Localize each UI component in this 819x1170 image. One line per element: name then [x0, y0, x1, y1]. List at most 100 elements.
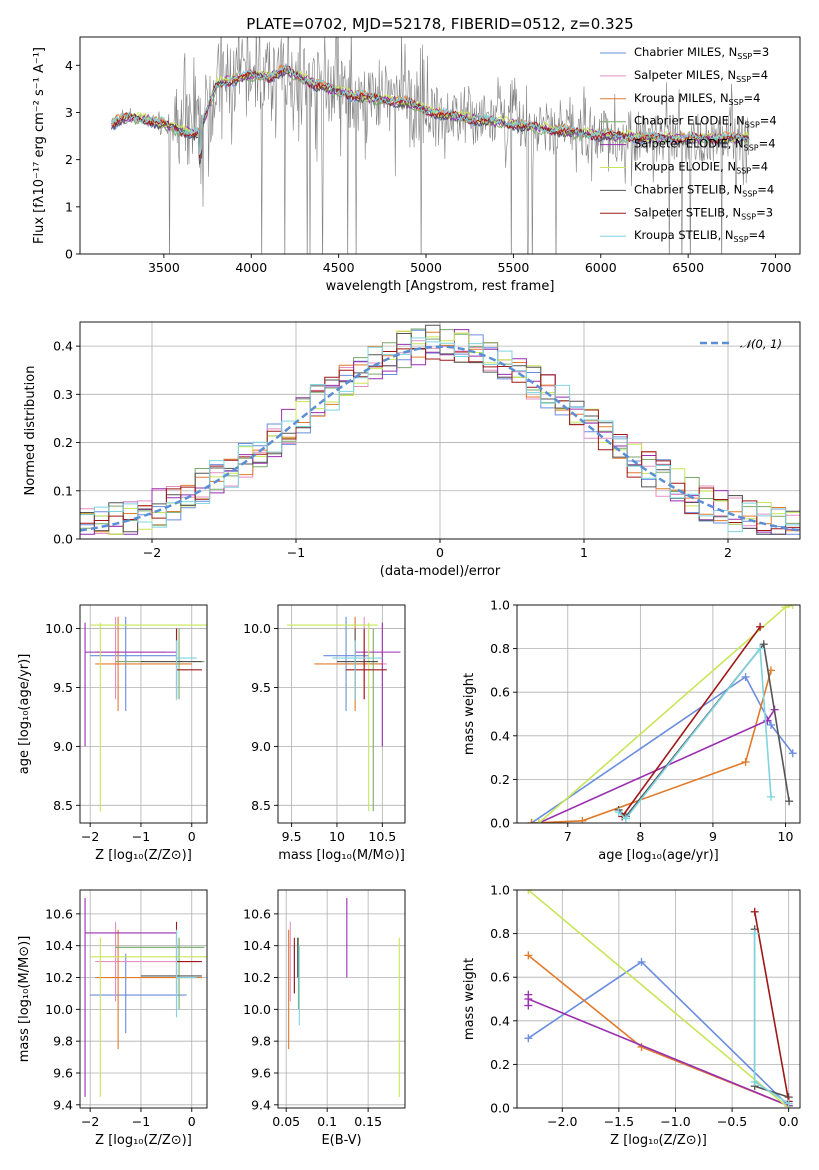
x-tick-label: 9	[709, 829, 717, 844]
legend-entry: Kroupa ELODIE, NSSP=4	[634, 160, 768, 176]
legend-value: =4	[751, 68, 768, 82]
weight-line	[531, 675, 794, 823]
weight-line	[538, 709, 776, 823]
mass-vs-metallicity-panel: −2 −1 0 9.4 9.6 9.8 10.0 10.2 10.4 10.6 Z [log₁₀(Z…	[17, 889, 208, 1148]
plot-area	[84, 897, 207, 1097]
y-tick-label: 9.6	[251, 1065, 271, 1080]
y-tick-label: 9.0	[251, 739, 271, 754]
x-tick-label: 0.0	[779, 1114, 799, 1129]
x-axis-label: Z [log₁₀(Z/Z⊙)]	[95, 1133, 192, 1148]
weight-line	[621, 626, 761, 817]
y-tick-label: 0.0	[490, 816, 510, 831]
plot-area	[111, 37, 750, 254]
residual-histogram-panel: −2 −1 0 1 2 0.0 0.1 0.2 0.3 0.4 (data-model)/error…	[23, 321, 801, 579]
legend-value: =4	[751, 160, 768, 174]
x-tick-label: 10	[329, 829, 345, 844]
y-tick-label: 0.2	[490, 772, 510, 787]
x-tick-label: 7000	[760, 260, 792, 275]
y-tick-label: 0.6	[490, 970, 510, 985]
y-tick-label: 0.2	[490, 1057, 510, 1072]
y-tick-label: 9.5	[53, 680, 73, 695]
y-tick-label: 10.0	[45, 1002, 73, 1017]
y-tick-label: 0.4	[490, 1013, 510, 1028]
legend-subscript: SSP	[729, 98, 744, 107]
x-tick-label: −2	[143, 545, 161, 560]
x-tick-label: 1	[580, 545, 588, 560]
y-tick-label: 10.0	[243, 1002, 271, 1017]
plot-area	[524, 890, 793, 1108]
legend-text: Salpeter MILES, N	[634, 68, 736, 82]
x-axis-label: (data-model)/error	[380, 564, 501, 579]
x-tick-label: 0	[436, 545, 444, 560]
x-tick-label: −1	[132, 1114, 150, 1129]
x-tick-label: 6000	[585, 260, 617, 275]
legend-text: Chabrier ELODIE, N	[634, 114, 745, 128]
y-tick-label: 0.8	[490, 641, 510, 656]
x-axis-label: E(B-V)	[321, 1133, 361, 1148]
y-tick-label: 10.0	[45, 621, 73, 636]
legend-entry: Salpeter MILES, NSSP=4	[634, 68, 768, 84]
y-tick-label: 8.5	[53, 798, 73, 813]
legend-subscript: SSP	[742, 189, 757, 198]
legend-subscript: SSP	[741, 212, 756, 221]
legend-entry: Chabrier STELIB, NSSP=4	[634, 182, 774, 198]
x-tick-label: 0	[188, 829, 196, 844]
observed-spectrum-line	[111, 37, 750, 254]
y-tick-label: 10.4	[243, 938, 271, 953]
y-tick-label: 0.8	[490, 926, 510, 941]
legend-subscript: SSP	[745, 121, 760, 130]
legend-entry: 𝒩(0, 1)	[740, 337, 782, 351]
y-tick-label: 0.0	[53, 532, 73, 547]
x-tick-label: −2	[81, 1114, 99, 1129]
y-tick-label: 8.5	[251, 798, 271, 813]
y-tick-label: 9.8	[53, 1034, 73, 1049]
weight-line	[527, 960, 790, 1107]
x-tick-label: 8	[636, 829, 644, 844]
y-tick-label: 4	[65, 58, 73, 73]
x-tick-label: 6500	[672, 260, 704, 275]
figure-title: PLATE=0702, MJD=52178, FIBERID=0512, z=0…	[246, 15, 633, 33]
legend-subscript: SSP	[744, 144, 759, 153]
x-tick-label: −0.5	[717, 1114, 747, 1129]
y-tick-label: 0.4	[53, 339, 73, 354]
y-tick-label: 9.4	[251, 1097, 271, 1112]
legend-entry: Kroupa STELIB, NSSP=4	[634, 228, 765, 244]
weight-line	[618, 646, 772, 820]
y-axis-label: Flux [fλ10⁻¹⁷ erg cm⁻² s⁻¹ A⁻¹]	[32, 47, 47, 244]
y-tick-label: 0.3	[53, 387, 73, 402]
y-tick-label: 2	[65, 152, 73, 167]
y-tick-label: 0.0	[490, 1101, 510, 1116]
x-tick-label: −2.0	[547, 1114, 577, 1129]
x-tick-label: 7	[564, 829, 572, 844]
x-axis-label: age [log₁₀(age/yr)]	[598, 848, 719, 863]
y-tick-label: 10.2	[45, 970, 73, 985]
plot-area	[287, 616, 401, 812]
legend-value: =4	[757, 182, 774, 196]
legend-text: Kroupa STELIB, N	[634, 228, 734, 242]
legend-value: =4	[744, 91, 761, 105]
x-axis-label: Z [log₁₀(Z/Z⊙)]	[95, 848, 192, 863]
y-tick-label: 9.5	[251, 680, 271, 695]
legend-text: Kroupa ELODIE, N	[634, 160, 736, 174]
y-axis-label: mass weight	[462, 673, 477, 755]
y-tick-label: 0	[65, 247, 73, 262]
plot-area	[80, 324, 800, 535]
x-tick-label: 0.1	[317, 1114, 337, 1129]
legend-subscript: SSP	[736, 167, 751, 176]
plot-area	[84, 616, 207, 812]
age-vs-mass-panel: 9.5 10 10.5 8.5 9.0 9.5 10.0 mass [log₁₀(M/M⊙)]	[243, 604, 406, 863]
x-tick-label: −2	[81, 829, 99, 844]
y-axis-label: age [log₁₀(age/yr)]	[17, 654, 32, 775]
y-tick-label: 10.6	[243, 906, 271, 921]
axes-frame	[277, 604, 406, 824]
y-tick-label: 1.0	[490, 598, 510, 613]
weight-vs-metallicity-panel: −2.0 −1.5 −1.0 −0.5 0.0 0.0 0.2 0.4 0.6 0.8 1.0 Z […	[462, 883, 801, 1148]
axes-frame	[516, 604, 801, 824]
x-tick-label: −1	[132, 829, 150, 844]
y-tick-label: 10.6	[45, 906, 73, 921]
x-tick-label: 0.15	[354, 1114, 382, 1129]
mass-vs-extinction-panel: 0.05 0.1 0.15 9.4 9.6 9.8 10.0 10.2 10.4 10.6 E(B-…	[243, 889, 406, 1148]
x-tick-label: 10.5	[368, 829, 396, 844]
x-tick-label: 0	[188, 1114, 196, 1129]
legend-entry: Salpeter ELODIE, NSSP=4	[634, 137, 776, 153]
